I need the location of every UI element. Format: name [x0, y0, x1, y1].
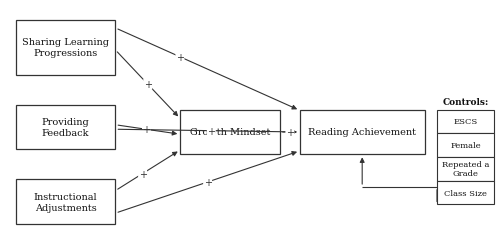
Text: Class Size: Class Size — [444, 189, 487, 197]
Text: Repeated a
Grade: Repeated a Grade — [442, 160, 490, 178]
Bar — [300, 110, 424, 155]
Bar — [437, 134, 494, 157]
Bar — [437, 110, 494, 134]
Text: Reading Achievement: Reading Achievement — [308, 128, 416, 137]
Text: +: + — [144, 80, 152, 90]
Text: +: + — [142, 125, 150, 135]
Bar — [437, 157, 494, 181]
Text: Growth Mindset: Growth Mindset — [190, 128, 270, 137]
Text: +: + — [208, 126, 216, 136]
Text: Instructional
Adjustments: Instructional Adjustments — [34, 192, 98, 212]
Text: +: + — [138, 169, 146, 179]
Text: +: + — [204, 177, 212, 187]
Text: ESCS: ESCS — [454, 118, 478, 126]
Bar — [180, 110, 280, 155]
Text: +: + — [286, 128, 294, 138]
Text: Controls:: Controls: — [442, 98, 489, 106]
Text: Providing
Feedback: Providing Feedback — [42, 118, 90, 137]
Text: +: + — [176, 52, 184, 62]
Text: Sharing Learning
Progressions: Sharing Learning Progressions — [22, 38, 109, 58]
Bar — [437, 181, 494, 204]
Bar — [16, 180, 116, 224]
Text: Female: Female — [450, 142, 481, 150]
Bar — [16, 20, 116, 75]
Bar — [16, 105, 116, 150]
